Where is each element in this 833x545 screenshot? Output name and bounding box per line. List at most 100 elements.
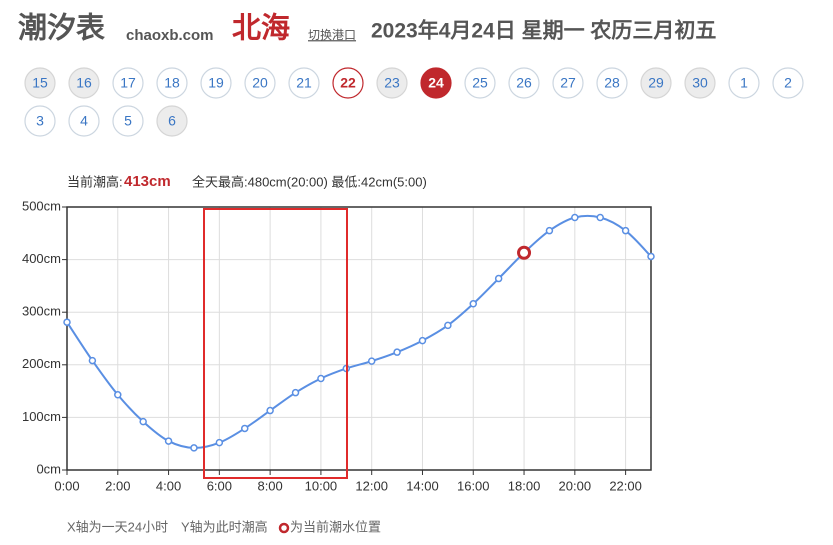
date-button[interactable]: 6: [156, 105, 188, 137]
switch-port[interactable]: 切换港口: [308, 28, 356, 42]
date-label[interactable]: 21: [296, 75, 312, 91]
date-circle[interactable]: [288, 67, 320, 99]
date-circle[interactable]: [596, 67, 628, 99]
point: [545, 226, 554, 235]
date-button[interactable]: 29: [640, 67, 672, 99]
date-button[interactable]: 26: [508, 67, 540, 99]
date-button[interactable]: 28: [596, 67, 628, 99]
date-label[interactable]: 19: [208, 75, 224, 91]
date-circle[interactable]: [112, 67, 144, 99]
date-circle[interactable]: [200, 67, 232, 99]
point: [114, 391, 122, 399]
point: [63, 318, 71, 326]
date-button[interactable]: 19: [200, 67, 232, 99]
point: [393, 348, 401, 356]
point: [139, 417, 147, 426]
date-button[interactable]: 17: [112, 67, 144, 99]
date-circle[interactable]: [508, 67, 540, 99]
point: [494, 274, 503, 283]
y-tick-label: 200cm: [22, 356, 61, 371]
date-label[interactable]: 1: [740, 75, 748, 91]
date-button[interactable]: 16: [68, 67, 100, 99]
point: [190, 444, 198, 452]
marker-icon: [278, 522, 290, 534]
x-tick-label: 18:00: [508, 478, 541, 493]
date-label[interactable]: 24: [428, 75, 444, 91]
date-button[interactable]: 1: [728, 67, 760, 99]
date-button[interactable]: 5: [112, 105, 144, 137]
site-title: 潮汐表: [18, 12, 105, 45]
date-button[interactable]: 27: [552, 67, 584, 99]
current-value: 413cm: [124, 173, 171, 190]
date-circle[interactable]: [420, 67, 452, 99]
date-button[interactable]: 20: [244, 67, 276, 99]
date-circle[interactable]: [376, 67, 408, 99]
y-tick-label: 300cm: [22, 304, 61, 319]
date-circle[interactable]: [640, 67, 672, 99]
date-label[interactable]: 23: [384, 75, 400, 91]
date-circle[interactable]: [68, 67, 100, 99]
date-button[interactable]: 30: [684, 67, 716, 99]
date-label[interactable]: 27: [560, 75, 576, 91]
date-button[interactable]: 4: [68, 105, 100, 137]
annotation-box: [203, 208, 348, 479]
point: [647, 252, 655, 261]
date-label[interactable]: 18: [164, 75, 180, 91]
date-label[interactable]: 25: [472, 75, 488, 91]
y-tick-label: 0cm: [36, 461, 61, 476]
date-circle[interactable]: [772, 67, 804, 99]
date-circle[interactable]: [24, 105, 56, 137]
date-circle[interactable]: [464, 67, 496, 99]
date-circle[interactable]: [156, 67, 188, 99]
date-circle[interactable]: [684, 67, 716, 99]
date-circle[interactable]: [68, 105, 100, 137]
date-label[interactable]: 15: [32, 75, 48, 91]
date-circle[interactable]: [728, 67, 760, 99]
point: [596, 213, 604, 222]
date-circle[interactable]: [156, 105, 188, 137]
date-label[interactable]: 29: [648, 75, 664, 91]
date-label[interactable]: 16: [76, 75, 92, 91]
date-picker: 15 16 17 18 19 20 21 22 23 24 25 26 27 28 29 30 1 23 4 5 6: [24, 67, 804, 137]
y-tick-label: 500cm: [22, 198, 61, 213]
x-tick-label: 6:00: [207, 478, 232, 493]
date-label[interactable]: 20: [252, 75, 268, 91]
date-label[interactable]: 22: [340, 75, 356, 91]
date-heading: 2023年4月24日 星期一 农历三月初五: [371, 19, 716, 43]
date-label[interactable]: 26: [516, 75, 532, 91]
date-button[interactable]: 18: [156, 67, 188, 99]
port-name: 北海: [232, 12, 290, 45]
date-button[interactable]: 25: [464, 67, 496, 99]
point: [621, 226, 630, 235]
point: [88, 356, 97, 365]
date-circle[interactable]: [332, 67, 364, 99]
date-label[interactable]: 3: [36, 113, 44, 129]
date-button[interactable]: 2: [772, 67, 804, 99]
date-label[interactable]: 5: [124, 113, 132, 129]
date-label[interactable]: 4: [80, 113, 88, 129]
date-circle[interactable]: [244, 67, 276, 99]
marker-note: 为当前潮水位置: [290, 519, 381, 534]
date-label[interactable]: 6: [168, 113, 176, 129]
date-label[interactable]: 30: [692, 75, 708, 91]
current-label: 当前潮高:: [67, 174, 123, 189]
date-circle[interactable]: [24, 67, 56, 99]
date-label[interactable]: 28: [604, 75, 620, 91]
date-button[interactable]: 24: [420, 67, 452, 99]
x-tick-label: 10:00: [305, 478, 338, 493]
date-circle[interactable]: [112, 105, 144, 137]
current-point: [517, 245, 532, 260]
date-circle[interactable]: [552, 67, 584, 99]
date-button[interactable]: 21: [288, 67, 320, 99]
x-tick-label: 12:00: [355, 478, 388, 493]
x-tick-label: 0:00: [54, 478, 79, 493]
date-button[interactable]: 3: [24, 105, 56, 137]
point: [367, 357, 376, 365]
date-label[interactable]: 17: [120, 75, 136, 91]
date-button[interactable]: 15: [24, 67, 56, 99]
point: [469, 300, 478, 308]
date-button[interactable]: 23: [376, 67, 408, 99]
date-label[interactable]: 2: [784, 75, 792, 91]
x-note: X轴为一天24小时: [67, 519, 168, 534]
date-button[interactable]: 22: [332, 67, 364, 99]
